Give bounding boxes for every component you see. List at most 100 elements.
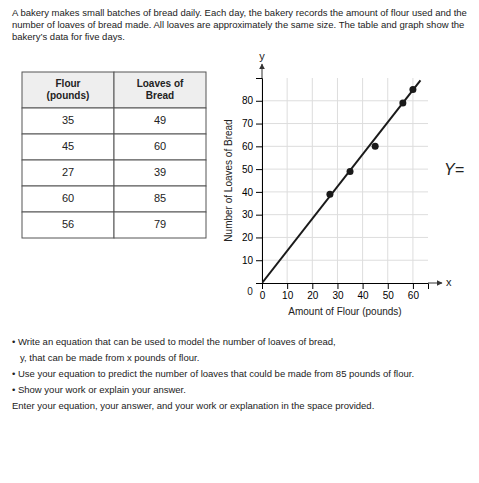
y-axis-tick-label: 40 xyxy=(242,187,254,198)
y-axis-tick-mark xyxy=(256,146,262,147)
annotation-line: • Write an equation that can be used to … xyxy=(12,336,336,347)
x-axis-tick: 50 xyxy=(383,283,395,301)
x-axis-tick-label: 20 xyxy=(307,290,319,301)
y-axis-tick-label: 30 xyxy=(242,209,254,220)
annotation-line: y, that can be made from x pounds of flo… xyxy=(12,352,199,363)
grid-line-y xyxy=(262,260,428,261)
grid-line-y xyxy=(262,237,428,238)
grid-line-y xyxy=(262,191,428,192)
table-cell xyxy=(22,134,114,160)
table-header-line: Loaves of xyxy=(137,78,184,89)
x-axis-tick: 20 xyxy=(307,283,319,301)
annotation-line: • Use your equation to predict the numbe… xyxy=(12,368,414,379)
table: Flour(pounds)Loaves ofBread3549456027396… xyxy=(22,72,206,238)
y-axis-tick-mark xyxy=(256,192,262,193)
grid-line-x xyxy=(412,78,413,283)
table-value: 60 xyxy=(62,192,74,204)
x-axis-tick-label: 50 xyxy=(383,290,395,301)
table-value: 85 xyxy=(154,192,166,204)
table-value: 35 xyxy=(62,114,74,126)
y-axis-tick: 70 xyxy=(242,118,262,129)
origin-label: 0 xyxy=(247,286,253,297)
y-axis-tick-label: 20 xyxy=(242,232,254,243)
y-axis-tick: 10 xyxy=(242,255,262,266)
y-axis-tick: 40 xyxy=(242,187,262,198)
y-axis-tick-mark xyxy=(256,124,262,125)
marks xyxy=(262,80,420,283)
table-value: 79 xyxy=(154,218,166,230)
table-header-cell xyxy=(22,72,114,108)
y-axis-tick-label: 50 xyxy=(242,164,254,175)
title: A bakery makes small batches of bread da… xyxy=(12,7,469,42)
y-axis-tick: 80 xyxy=(242,95,262,106)
table-cell xyxy=(22,160,114,186)
x-axis-tick-mark xyxy=(413,283,414,289)
y-arrow xyxy=(262,64,263,78)
answer-label: Y= xyxy=(444,161,464,178)
annotation: • Show your work or explain your answer. xyxy=(12,384,186,395)
y-axis-tick-label: 80 xyxy=(242,95,254,106)
x-axis-tick-label: 40 xyxy=(358,290,370,301)
x-axis-tick-label: 30 xyxy=(332,290,344,301)
table-cell xyxy=(114,212,206,238)
grid-line-y xyxy=(262,214,428,215)
grid-line-x xyxy=(387,78,388,283)
table-cell xyxy=(114,160,206,186)
x-axis-tick-label: 10 xyxy=(282,290,294,301)
table-header-cell xyxy=(114,72,206,108)
x-axis-tick: 0 xyxy=(260,283,266,301)
y-axis-tick-mark xyxy=(256,101,262,102)
annotation: • Use your equation to predict the numbe… xyxy=(12,368,414,379)
y-axis-tick-label: 10 xyxy=(242,255,254,266)
grid-line-y xyxy=(262,146,428,147)
y-axis-tick: 50 xyxy=(242,164,262,175)
title-line: bakery’s data for five days. xyxy=(12,31,125,42)
title-line: number of loaves of bread made. All loav… xyxy=(12,19,467,30)
annotation-line: Enter your equation, your answer, and yo… xyxy=(12,400,374,411)
x-axis-tick: 10 xyxy=(282,283,294,301)
table-header: Flour(pounds) xyxy=(47,78,90,101)
annotation: y, that can be made from x pounds of flo… xyxy=(12,352,199,363)
grid-line-x xyxy=(337,78,338,283)
table-cell xyxy=(22,212,114,238)
y-axis-tick-mark xyxy=(256,169,262,170)
table-value: 49 xyxy=(154,114,166,126)
x-axis-tick-mark xyxy=(287,283,288,289)
table-cell xyxy=(114,186,206,212)
table-header-line: (pounds) xyxy=(47,90,90,101)
chart: A bakery makes small batches of bread da… xyxy=(0,0,479,483)
annotation: • Write an equation that can be used to … xyxy=(12,336,336,347)
x-axis-tick-mark xyxy=(388,283,389,289)
y-symbol: y xyxy=(259,50,265,62)
y-axis-tick-mark xyxy=(256,260,262,261)
x-arrow xyxy=(428,283,442,284)
y-axis-tick-label: 60 xyxy=(242,141,254,152)
table-header-line: Bread xyxy=(146,90,174,101)
trend-line xyxy=(262,80,420,283)
y-axis-tick: 60 xyxy=(242,141,262,152)
y-axis-line xyxy=(256,79,263,284)
table-cell xyxy=(114,108,206,134)
table-value: 60 xyxy=(154,140,166,152)
y-axis-tick: 30 xyxy=(242,209,262,220)
table-header: Loaves ofBread xyxy=(137,78,184,101)
x-axis-tick: 30 xyxy=(332,283,344,301)
grid-line-x xyxy=(362,78,363,283)
x-axis-tick-mark xyxy=(312,283,313,289)
x-axis-line xyxy=(263,284,429,290)
x-axis-tick-mark xyxy=(363,283,364,289)
y-axis: 10 20 30 40 50 60 70 80 xyxy=(242,79,263,284)
annotation: Enter your equation, your answer, and yo… xyxy=(12,400,374,411)
y-axis-tick: 20 xyxy=(242,232,262,243)
x-axis-tick-label: 60 xyxy=(408,290,420,301)
table-value: 39 xyxy=(154,166,166,178)
x-axis-label: Amount of Flour (pounds) xyxy=(288,306,401,317)
title-line: A bakery makes small batches of bread da… xyxy=(12,7,469,18)
grid-line-y xyxy=(262,123,428,124)
y-axis-tick-label: 70 xyxy=(242,118,254,129)
y-axis-tick-mark xyxy=(256,237,262,238)
table-value: 56 xyxy=(62,218,74,230)
x-axis-tick-label: 0 xyxy=(260,290,266,301)
grid xyxy=(262,78,428,283)
annotation-line: • Show your work or explain your answer. xyxy=(12,384,186,395)
